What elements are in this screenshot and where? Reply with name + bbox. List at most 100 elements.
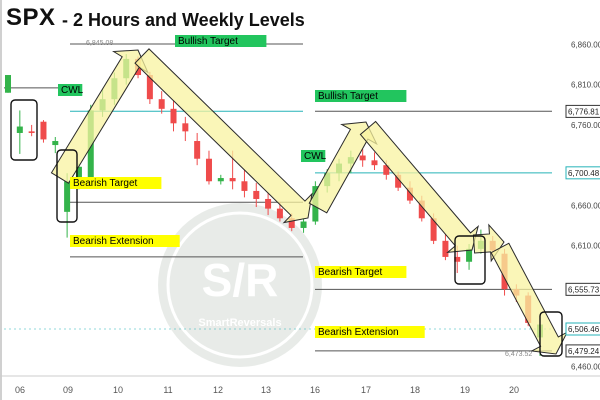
bearish-target-label: Bearish Target bbox=[315, 266, 407, 278]
bullish-target-label-text: Bullish Target bbox=[178, 36, 238, 47]
candle-body bbox=[205, 158, 212, 182]
cwl-label-bg bbox=[301, 150, 326, 162]
price-tag-bg bbox=[565, 322, 600, 336]
candle-body bbox=[40, 121, 47, 140]
symbol-title: SPX bbox=[6, 4, 56, 31]
price-tag-bg bbox=[565, 282, 600, 296]
candle-body bbox=[454, 256, 461, 262]
bullish-target-label: Bullish Target bbox=[175, 35, 267, 47]
price-tag: 6,506.46 bbox=[565, 322, 600, 336]
trend-arrow bbox=[359, 120, 480, 253]
x-tick-label: 12 bbox=[213, 385, 223, 395]
x-tick-label: 11 bbox=[163, 385, 172, 395]
bearish-extension-label-bg bbox=[70, 235, 180, 247]
bearish-extension-label-text: Bearish Extension bbox=[318, 327, 399, 338]
x-tick-label: 13 bbox=[261, 385, 271, 395]
price-tag: 6,700.48 bbox=[565, 166, 600, 180]
bearish-target-label-bg bbox=[70, 177, 162, 189]
price-tag-bg bbox=[565, 104, 600, 118]
trend-arrow bbox=[134, 48, 313, 224]
x-tick-label: 19 bbox=[460, 385, 470, 395]
candle-body bbox=[288, 218, 295, 228]
chart-subtitle: - 2 Hours and Weekly Levels bbox=[62, 10, 305, 30]
highlight-box bbox=[539, 311, 563, 357]
bearish-target-label: Bearish Target bbox=[70, 177, 162, 189]
candle-body bbox=[276, 208, 283, 219]
price-tag: 6,776.81 bbox=[565, 104, 600, 118]
candle-body bbox=[395, 174, 402, 188]
candle-body bbox=[265, 198, 272, 209]
x-tick-label: 06 bbox=[15, 385, 25, 395]
trend-arrow bbox=[50, 49, 149, 184]
y-tick-label: 6,460.00 bbox=[571, 362, 600, 371]
price-tag: 6,555.73 bbox=[565, 282, 600, 296]
candle-body bbox=[158, 99, 165, 109]
y-tick-label: 6,610.00 bbox=[571, 242, 600, 251]
x-tick-label: 10 bbox=[113, 385, 123, 395]
left-border bbox=[0, 0, 2, 400]
x-tick-label: 20 bbox=[509, 385, 519, 395]
price-tag-bg bbox=[565, 344, 600, 358]
price-tag-text: 6,700.48 bbox=[568, 169, 600, 178]
y-tick-label: 6,760.00 bbox=[571, 121, 600, 130]
x-tick-label: 17 bbox=[361, 385, 371, 395]
bullish-target-label: Bullish Target bbox=[315, 90, 407, 102]
cwl-label-text: CWL bbox=[61, 85, 84, 96]
bearish-target-label-bg bbox=[315, 266, 407, 278]
candle-body bbox=[418, 200, 425, 219]
cwl-label-bg bbox=[58, 84, 83, 96]
candle-body bbox=[430, 218, 437, 241]
bearish-extension-label-bg bbox=[315, 326, 425, 338]
watermark: S/R SmartReversals bbox=[158, 203, 322, 367]
x-tick-label: 18 bbox=[410, 385, 420, 395]
price-tag: 6,479.24 bbox=[565, 344, 600, 358]
candle-body bbox=[300, 221, 307, 228]
y-tick-label: 6,810.00 bbox=[571, 81, 600, 90]
candle-body bbox=[466, 248, 473, 262]
candle-body bbox=[75, 166, 82, 180]
price-tag-text: 6,479.24 bbox=[568, 347, 600, 356]
watermark-logo: S/R bbox=[202, 254, 279, 306]
x-tick-label: 09 bbox=[63, 385, 73, 395]
watermark-brand: SmartReversals bbox=[198, 317, 281, 329]
price-tag-text: 6,776.81 bbox=[568, 107, 600, 116]
bearish-extension-label: Bearish Extension bbox=[70, 235, 180, 247]
candle-body bbox=[241, 181, 248, 191]
candle-body bbox=[182, 123, 189, 132]
candle-body bbox=[406, 187, 413, 201]
bearish-extension-label: Bearish Extension bbox=[315, 326, 425, 338]
candle-body bbox=[28, 131, 35, 133]
candle-body bbox=[146, 75, 153, 100]
cwl-label: CWL bbox=[301, 150, 327, 162]
candle-body bbox=[383, 165, 390, 175]
candle-body bbox=[359, 155, 366, 161]
cwl-label-text: CWL bbox=[304, 151, 327, 162]
candle-body bbox=[217, 178, 224, 182]
price-tag-text: 6,506.46 bbox=[568, 325, 600, 334]
candle-body bbox=[229, 178, 236, 182]
bullish-target-label-bg bbox=[315, 90, 407, 102]
y-tick-label: 6,660.00 bbox=[571, 201, 600, 210]
candle-body bbox=[52, 141, 59, 146]
cwl-label: CWL bbox=[58, 84, 84, 96]
x-tick-label: 16 bbox=[310, 385, 320, 395]
candle-body bbox=[253, 190, 260, 199]
highlight-box bbox=[454, 235, 486, 285]
bearish-target-label-text: Bearish Target bbox=[318, 267, 383, 278]
watermark-ring bbox=[166, 211, 314, 359]
candle-body bbox=[194, 141, 201, 159]
bullish-target-label-bg bbox=[175, 35, 267, 47]
y-tick-label: 6,860.00 bbox=[571, 40, 600, 49]
candle-body bbox=[5, 75, 11, 93]
bullish-target-label-text: Bullish Target bbox=[318, 91, 378, 102]
price-tag-bg bbox=[565, 166, 600, 180]
candle-body bbox=[442, 240, 449, 257]
candle-body bbox=[371, 160, 378, 166]
bearish-extension-label-text: Bearish Extension bbox=[73, 236, 154, 247]
price-tag-text: 6,555.73 bbox=[568, 285, 600, 294]
trend-arrow bbox=[490, 242, 569, 355]
bearish-target-label-text: Bearish Target bbox=[73, 178, 138, 189]
watermark-disc bbox=[158, 203, 322, 367]
